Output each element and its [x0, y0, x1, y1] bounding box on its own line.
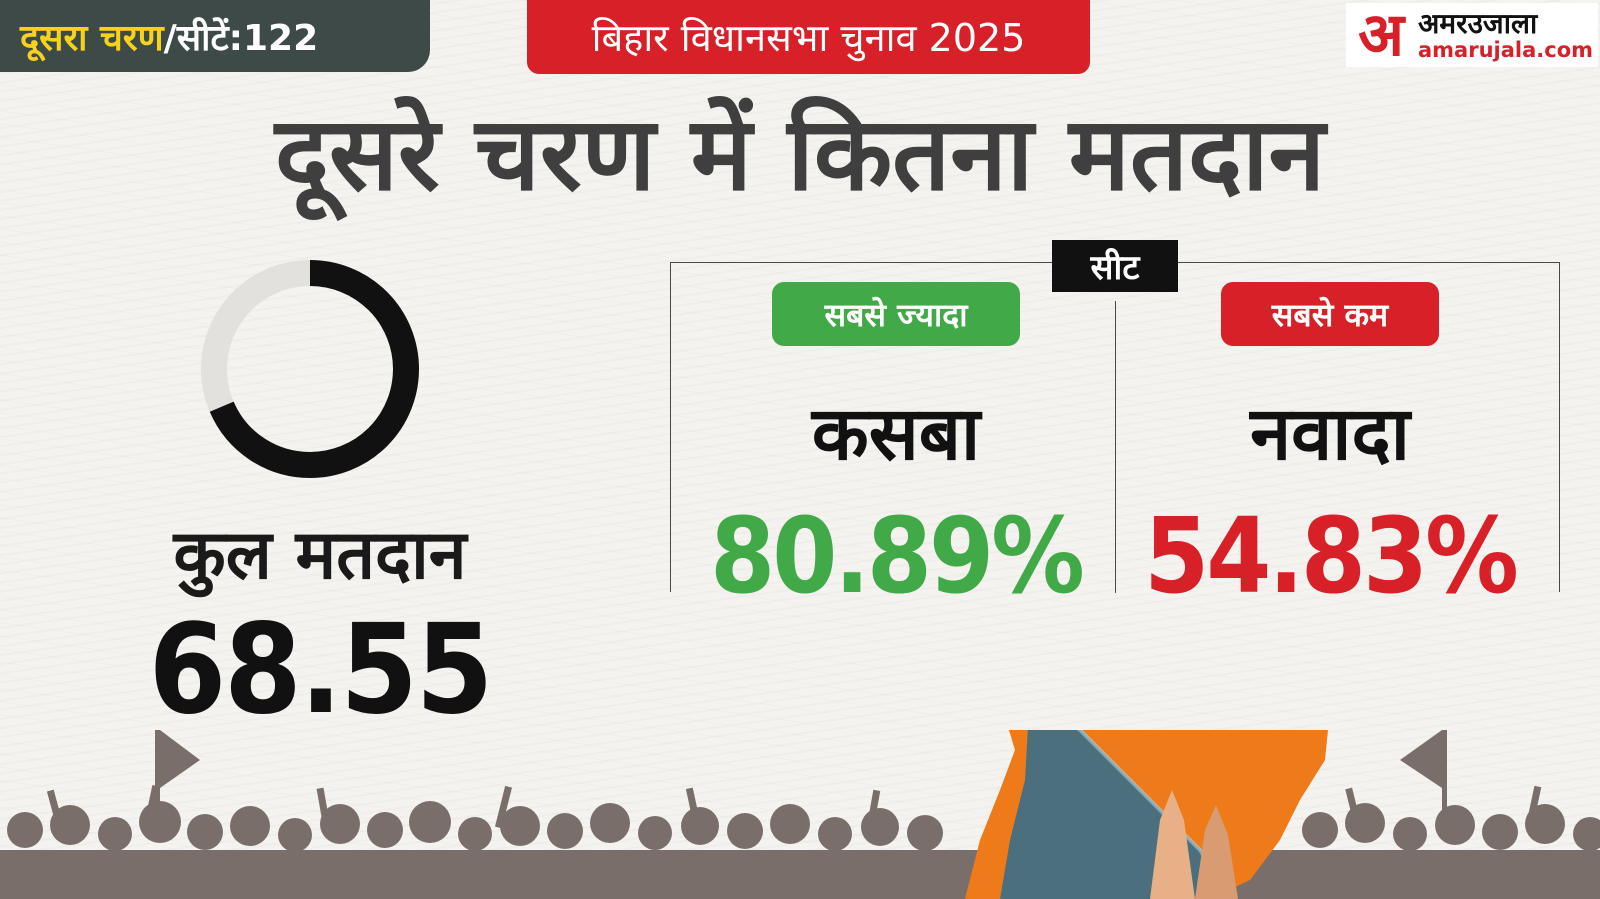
logo-url: amarujala.com [1418, 37, 1594, 62]
total-turnout-label: कुल मतदान [173, 516, 467, 595]
election-title: बिहार विधानसभा चुनाव 2025 [591, 16, 1026, 60]
crowd-illustration [0, 730, 1600, 899]
lowest-seat-percent: 54.83% [1144, 495, 1519, 617]
highest-tag: सबसे ज्यादा [772, 282, 1020, 346]
seats-label: /सीटें:122 [163, 17, 319, 59]
turnout-donut [201, 260, 419, 478]
amar-ujala-logo: अ अमरउजाला amarujala.com [1346, 3, 1598, 67]
logo-name: अमरउजाला [1418, 7, 1538, 41]
main-title: दूसरे चरण में कितना मतदान [274, 95, 1326, 214]
seat-label: सीट [1052, 240, 1178, 292]
highest-seat-name: कसबा [811, 391, 981, 477]
lowest-seat-name: नवादा [1250, 391, 1410, 477]
phase-label: दूसरा चरण [20, 17, 164, 59]
crowd-silhouette [0, 730, 1600, 899]
lowest-tag: सबसे कम [1221, 282, 1439, 346]
bihar-map-icon [965, 730, 1328, 899]
donut-arc [201, 260, 419, 478]
election-title-badge: बिहार विधानसभा चुनाव 2025 [527, 0, 1090, 74]
highest-seat-percent: 80.89% [710, 495, 1085, 617]
phase-badge: दूसरा चरण /सीटें:122 [0, 0, 430, 72]
logo-mark: अ [1358, 0, 1404, 70]
seat-divider [1115, 301, 1116, 593]
total-turnout-value: 68.55 [148, 598, 494, 742]
